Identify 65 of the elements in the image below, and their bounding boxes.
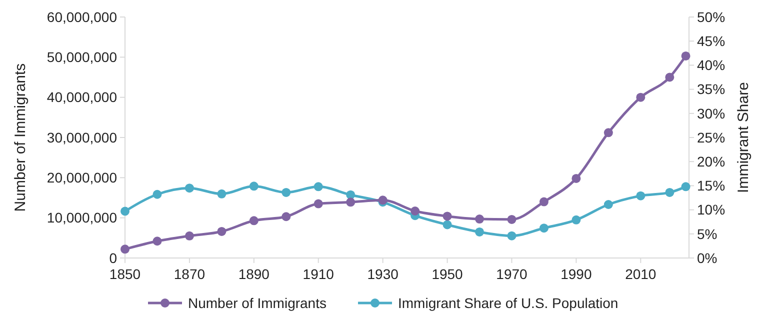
- y2-tick-label: 10%: [697, 202, 726, 218]
- point: [217, 226, 226, 236]
- point: [604, 200, 613, 209]
- point: [604, 128, 613, 138]
- y2-tick-label: 40%: [697, 57, 726, 74]
- point: [681, 182, 690, 192]
- x-tick-label: 1870: [174, 266, 206, 282]
- x-tick-label: 1930: [367, 266, 399, 282]
- point: [184, 184, 194, 193]
- point: [184, 231, 194, 240]
- y2-tick-label: 0%: [697, 250, 718, 266]
- point: [152, 190, 162, 199]
- point: [572, 174, 581, 183]
- y2-tick-label: 30%: [697, 105, 726, 122]
- y-tick-label: 50,000,000: [46, 49, 118, 66]
- point: [539, 197, 548, 206]
- point: [120, 244, 130, 254]
- y-tick-label: 40,000,000: [46, 89, 118, 106]
- point: [475, 214, 484, 224]
- point: [572, 215, 581, 224]
- y-axis-title: Number of Immigrants: [12, 63, 29, 212]
- y2-tick-label: 45%: [697, 33, 726, 49]
- point: [681, 51, 690, 60]
- y-tick-label: 30,000,000: [46, 129, 118, 146]
- point: [507, 214, 516, 224]
- point: [249, 182, 258, 191]
- point: [217, 189, 226, 198]
- y2-tick-label: 15%: [697, 178, 726, 194]
- y-tick-label: 10,000,000: [46, 210, 118, 226]
- point: [636, 191, 646, 200]
- point: [665, 188, 674, 197]
- point: [249, 216, 258, 226]
- point: [442, 220, 452, 230]
- point: [475, 227, 484, 236]
- x-tick-label: 1970: [496, 266, 528, 282]
- point: [314, 182, 323, 192]
- point: [152, 236, 162, 246]
- point: [282, 212, 291, 222]
- point: [120, 206, 130, 216]
- x-tick-label: 1850: [109, 266, 141, 282]
- x-tick-label: 1910: [302, 266, 334, 282]
- point: [507, 231, 516, 240]
- legend-label: Number of Immigrants: [188, 294, 326, 311]
- point: [282, 188, 291, 197]
- x-tick-label: 1990: [560, 266, 592, 282]
- y-tick-label: 20,000,000: [46, 170, 118, 186]
- point: [539, 224, 548, 233]
- y2-tick-label: 50%: [697, 8, 726, 25]
- legend-label: Immigrant Share of U.S. Population: [398, 294, 618, 311]
- point: [665, 72, 674, 82]
- y-tick-label: 0: [109, 250, 118, 266]
- x-tick-label: 1950: [432, 266, 464, 282]
- point: [346, 198, 356, 207]
- point: [410, 206, 420, 216]
- x-tick-label: 1890: [238, 266, 270, 282]
- point: [442, 212, 452, 221]
- y2-tick-label: 25%: [697, 129, 726, 146]
- y-tick-label: 60,000,000: [46, 8, 118, 25]
- y2-axis-title: Immigrant Share: [735, 82, 752, 193]
- x-tick-label: 2010: [625, 266, 656, 282]
- y2-tick-label: 5%: [697, 226, 718, 242]
- point: [314, 199, 323, 208]
- y2-tick-label: 20%: [697, 154, 726, 170]
- y2-tick-label: 35%: [697, 81, 726, 98]
- point: [636, 92, 646, 102]
